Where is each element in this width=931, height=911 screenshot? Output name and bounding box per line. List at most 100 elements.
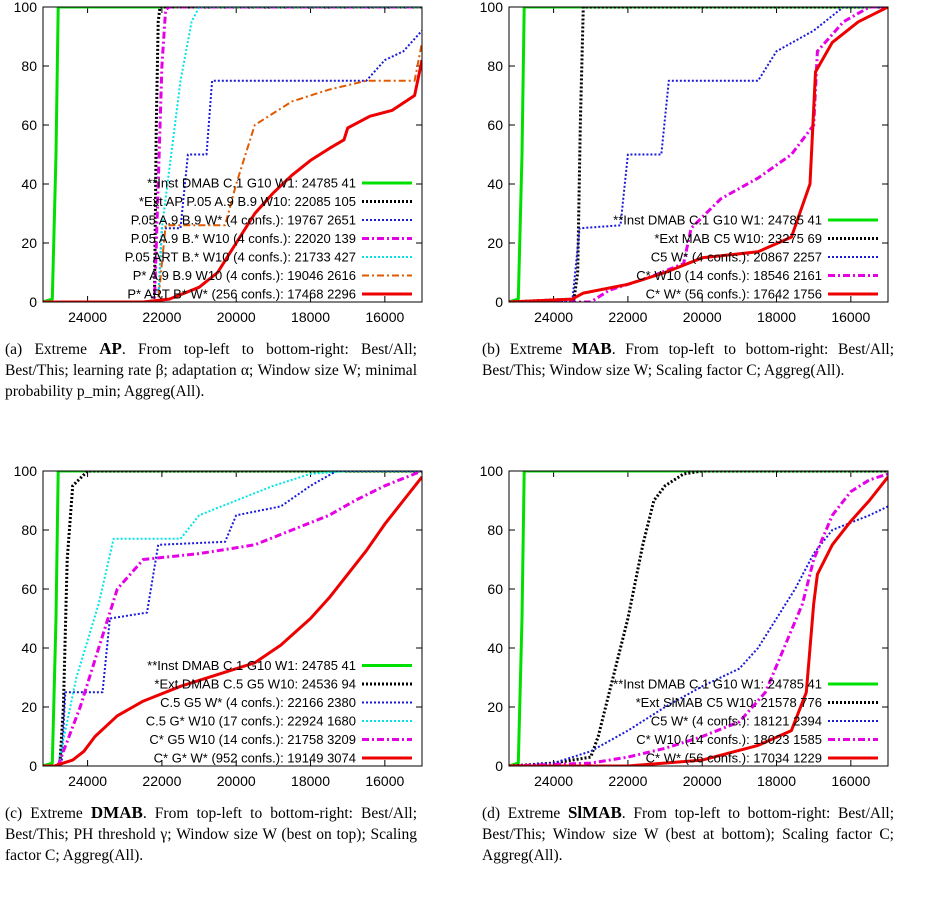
series-line-5 bbox=[509, 7, 888, 302]
plot-frame bbox=[42, 470, 423, 767]
x-tick-label: 16000 bbox=[831, 309, 870, 325]
legend-label: *Ext DMAB C.5 G5 W10: 24536 94 bbox=[154, 677, 356, 692]
y-tick-label: 80 bbox=[487, 522, 503, 538]
caption-c-algo: DMAB bbox=[90, 803, 143, 822]
caption-d-algo: SlMAB bbox=[567, 803, 622, 822]
caption-a-text: . From top-left to bottom-right: Best/Al… bbox=[5, 341, 417, 400]
legend-label: **Inst DMAB C.1 G10 W1: 24785 41 bbox=[613, 677, 822, 692]
x-tick-label: 22000 bbox=[608, 309, 647, 325]
series-line-2 bbox=[509, 471, 888, 766]
x-tick-label: 18000 bbox=[757, 309, 796, 325]
y-tick-label: 80 bbox=[21, 58, 37, 74]
x-tick-label: 22000 bbox=[142, 773, 181, 789]
x-tick-label: 20000 bbox=[217, 309, 256, 325]
y-tick-label: 20 bbox=[21, 235, 37, 251]
y-tick-label: 100 bbox=[480, 0, 504, 15]
legend-label: P.05 A.9 B.* W10 (4 confs.): 22020 139 bbox=[131, 231, 356, 246]
legend-label: C5 W* (4 confs.): 20867 2257 bbox=[651, 250, 822, 265]
legend-label: C* G* W* (952 confs.): 19149 3074 bbox=[154, 751, 356, 766]
x-tick-label: 18000 bbox=[291, 309, 330, 325]
series-line-1 bbox=[509, 7, 888, 302]
legend-label: *Ext SlMAB C5 W10: 21578 776 bbox=[636, 695, 822, 710]
plot-frame bbox=[42, 6, 423, 303]
x-tick-label: 22000 bbox=[608, 773, 647, 789]
y-tick-label: 100 bbox=[14, 0, 38, 15]
series-line-5 bbox=[43, 471, 422, 766]
legend-label: P.05 ART B.* W10 (4 confs.): 21733 427 bbox=[125, 250, 356, 265]
plot-frame bbox=[508, 6, 889, 303]
y-tick-label: 60 bbox=[21, 581, 37, 597]
caption-a: (a) Extreme AP. From top-left to bottom-… bbox=[5, 338, 417, 402]
series-line-4 bbox=[43, 7, 422, 302]
x-tick-label: 16000 bbox=[365, 309, 404, 325]
series-line-6 bbox=[43, 42, 422, 302]
series-line-1 bbox=[509, 471, 888, 766]
y-tick-label: 40 bbox=[487, 176, 503, 192]
series-line-3 bbox=[43, 471, 422, 766]
legend-label: C5 W* (4 confs.): 18121 2394 bbox=[651, 714, 822, 729]
legend-label: **Inst DMAB C.1 G10 W1: 24785 41 bbox=[147, 176, 356, 191]
x-tick-label: 20000 bbox=[217, 773, 256, 789]
y-tick-label: 20 bbox=[487, 699, 503, 715]
chart-panel-c: 0 20 40 60 80 100 24000 22000 20000 18000 16000 **I… bbox=[0, 463, 465, 794]
legend-label: *Ext AP P.05 A.9 B.9 W10: 22085 105 bbox=[139, 194, 356, 209]
x-tick-label: 20000 bbox=[683, 309, 722, 325]
caption-a-label: (a) Extreme bbox=[5, 341, 87, 358]
series-line-7 bbox=[43, 59, 422, 302]
caption-c: (c) Extreme DMAB. From top-left to botto… bbox=[5, 802, 417, 866]
y-tick-label: 40 bbox=[21, 176, 37, 192]
chart-panel-a: 0 20 40 60 80 100 24000 22000 20000 18000 16000 **I… bbox=[0, 0, 465, 330]
x-tick-label: 22000 bbox=[142, 309, 181, 325]
legend-label: C.5 G* W10 (17 confs.): 22924 1680 bbox=[146, 714, 356, 729]
series-line-5 bbox=[509, 475, 888, 766]
legend-label: *Ext MAB C5 W10: 23275 69 bbox=[654, 231, 822, 246]
caption-c-text: . From top-left to bottom-right: Best/Al… bbox=[5, 805, 417, 864]
caption-b-text: . From top-left to bottom-right: Best/Al… bbox=[482, 341, 895, 379]
caption-b: (b) Extreme MAB. From top-left to bottom… bbox=[482, 338, 894, 381]
chart-svg-c: 0 20 40 60 80 100 24000 22000 20000 18000 16000 **I… bbox=[14, 463, 423, 789]
caption-d-text: . From top-left to bottom-right: Best/Al… bbox=[482, 805, 895, 864]
legend-label: C* W* (56 confs.): 17034 1229 bbox=[646, 751, 822, 766]
legend-label: P* ART B* W* (256 confs.): 17468 2296 bbox=[127, 287, 356, 302]
x-tick-label: 16000 bbox=[365, 773, 404, 789]
y-tick-label: 80 bbox=[21, 522, 37, 538]
chart-svg-b: 0 20 40 60 80 100 24000 22000 20000 18000 16000 **I… bbox=[480, 0, 889, 325]
y-tick-label: 60 bbox=[487, 581, 503, 597]
chart-svg-d: 0 20 40 60 80 100 24000 22000 20000 18000 16000 **I… bbox=[480, 463, 889, 789]
legend-label: **Inst DMAB C.1 G10 W1: 24785 41 bbox=[147, 658, 356, 673]
x-tick-label: 24000 bbox=[68, 309, 107, 325]
y-tick-label: 0 bbox=[495, 294, 503, 310]
legend-label: **Inst DMAB C.1 G10 W1: 24785 41 bbox=[613, 213, 822, 228]
caption-d-label: (d) Extreme bbox=[482, 805, 561, 822]
y-tick-label: 20 bbox=[21, 699, 37, 715]
chart-panel-d: 0 20 40 60 80 100 24000 22000 20000 18000 16000 **I… bbox=[466, 463, 931, 794]
series-line-3 bbox=[509, 7, 888, 302]
x-tick-label: 24000 bbox=[68, 773, 107, 789]
caption-b-label: (b) Extreme bbox=[482, 341, 563, 358]
series-line-1 bbox=[43, 7, 422, 302]
y-tick-label: 100 bbox=[14, 463, 38, 479]
caption-b-algo: MAB bbox=[572, 339, 612, 358]
chart-panel-b: 0 20 40 60 80 100 24000 22000 20000 18000 16000 **I… bbox=[466, 0, 931, 330]
plot-frame bbox=[508, 470, 889, 767]
y-tick-label: 40 bbox=[487, 640, 503, 656]
series-line-5 bbox=[43, 7, 422, 302]
x-tick-label: 16000 bbox=[831, 773, 870, 789]
series-line-4 bbox=[509, 472, 888, 766]
x-tick-label: 24000 bbox=[534, 773, 573, 789]
series-line-2 bbox=[43, 7, 422, 302]
y-tick-label: 0 bbox=[495, 758, 503, 774]
y-tick-label: 0 bbox=[29, 294, 37, 310]
y-tick-label: 60 bbox=[487, 117, 503, 133]
legend-label: C* W10 (14 confs.): 18546 2161 bbox=[636, 268, 822, 283]
legend-label: C* G5 W10 (14 confs.): 21758 3209 bbox=[149, 732, 356, 747]
y-tick-label: 20 bbox=[487, 235, 503, 251]
caption-d: (d) Extreme SlMAB. From top-left to bott… bbox=[482, 802, 894, 866]
series-line-1 bbox=[43, 471, 422, 766]
x-tick-label: 18000 bbox=[291, 773, 330, 789]
y-tick-label: 60 bbox=[21, 117, 37, 133]
legend-label: P.05 A.9 B.9 W* (4 confs.): 19767 2651 bbox=[131, 213, 356, 228]
y-tick-label: 80 bbox=[487, 58, 503, 74]
y-tick-label: 40 bbox=[21, 640, 37, 656]
y-tick-label: 100 bbox=[480, 463, 504, 479]
